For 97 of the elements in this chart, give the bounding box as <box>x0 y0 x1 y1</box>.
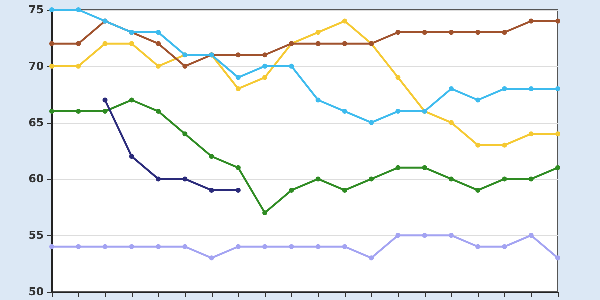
point <box>448 176 454 182</box>
point <box>528 18 534 24</box>
point <box>369 120 374 126</box>
point <box>476 188 481 193</box>
point <box>476 30 481 36</box>
point <box>50 244 54 250</box>
point <box>316 176 321 182</box>
point <box>50 8 54 12</box>
point <box>289 64 294 69</box>
point <box>76 8 82 12</box>
point <box>156 109 162 114</box>
point <box>396 109 401 114</box>
point <box>50 41 54 46</box>
point <box>476 142 481 148</box>
point <box>156 64 162 69</box>
point <box>396 165 401 170</box>
point <box>448 30 454 36</box>
point <box>422 30 428 36</box>
point <box>556 86 560 92</box>
point <box>209 188 214 193</box>
point <box>342 188 348 193</box>
point <box>182 64 188 69</box>
point <box>129 154 134 160</box>
point <box>236 188 241 193</box>
point <box>528 233 534 238</box>
point <box>316 98 321 103</box>
point <box>342 41 348 46</box>
point <box>448 120 454 126</box>
point <box>502 30 508 36</box>
point <box>502 176 508 182</box>
point <box>209 256 214 261</box>
point <box>448 233 454 238</box>
point <box>396 30 401 36</box>
point <box>129 244 134 250</box>
point <box>422 233 428 238</box>
point <box>342 18 348 24</box>
point <box>289 244 294 250</box>
point <box>209 154 214 160</box>
point <box>76 244 82 250</box>
point <box>502 244 508 250</box>
point <box>476 98 481 103</box>
y-tick-label: 50 <box>28 286 44 298</box>
point <box>156 41 162 46</box>
y-tick-label: 65 <box>28 116 44 130</box>
y-tick-label: 75 <box>28 4 44 16</box>
y-tick-label: 60 <box>28 172 44 186</box>
y-tick-label: 70 <box>28 60 44 73</box>
point <box>236 165 241 170</box>
point <box>528 176 534 182</box>
point <box>76 109 82 114</box>
point <box>289 188 294 193</box>
point <box>476 244 481 250</box>
point <box>182 132 188 137</box>
point <box>236 86 241 92</box>
point <box>182 244 188 250</box>
point <box>156 244 162 250</box>
point <box>236 75 241 80</box>
point <box>502 86 508 92</box>
point <box>502 142 508 148</box>
point <box>156 176 162 182</box>
point <box>262 75 268 80</box>
point <box>102 41 108 46</box>
point <box>369 256 374 261</box>
point <box>262 244 268 250</box>
point <box>236 52 241 58</box>
point <box>262 52 268 58</box>
point <box>556 256 560 261</box>
point <box>528 132 534 137</box>
point <box>76 41 82 46</box>
point <box>316 30 321 36</box>
point <box>396 75 401 80</box>
point <box>448 86 454 92</box>
point <box>369 176 374 182</box>
point <box>50 64 54 69</box>
point <box>76 64 82 69</box>
point <box>102 109 108 114</box>
point <box>342 244 348 250</box>
point <box>316 244 321 250</box>
y-tick-label: 55 <box>28 229 44 242</box>
point <box>50 109 54 114</box>
point <box>396 233 401 238</box>
point <box>182 176 188 182</box>
point <box>262 210 268 216</box>
point <box>556 165 560 170</box>
point <box>556 18 560 24</box>
point <box>102 244 108 250</box>
point <box>156 30 162 36</box>
point <box>236 244 241 250</box>
point <box>102 98 108 103</box>
point <box>342 109 348 114</box>
point <box>129 41 134 46</box>
point <box>556 132 560 137</box>
point <box>316 41 321 46</box>
point <box>262 64 268 69</box>
point <box>528 86 534 92</box>
point <box>422 165 428 170</box>
point <box>129 98 134 103</box>
